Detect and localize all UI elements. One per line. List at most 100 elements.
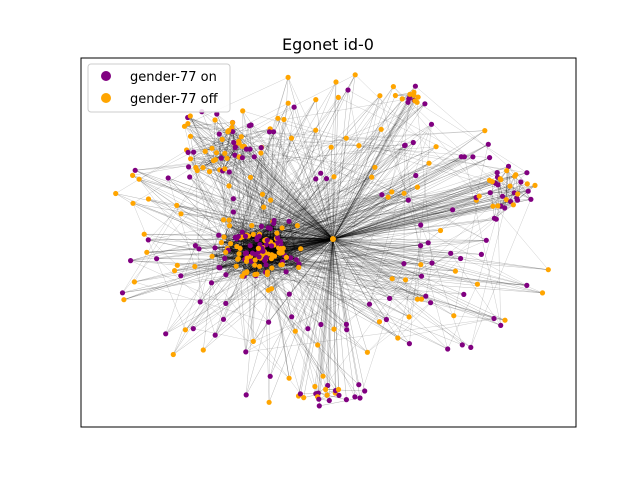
- edge: [332, 183, 528, 240]
- axes-frame: [80, 57, 577, 428]
- edge: [156, 238, 334, 259]
- edge: [267, 167, 376, 255]
- node-gender-77-on: [267, 225, 273, 232]
- edge: [228, 146, 245, 186]
- edge: [194, 227, 269, 267]
- edge: [224, 236, 456, 272]
- edge: [253, 234, 299, 268]
- node-gender-77-on: [220, 316, 227, 322]
- edge: [277, 237, 334, 240]
- edge: [282, 199, 477, 265]
- edge: [251, 129, 382, 262]
- node-gender-77-off: [226, 183, 232, 189]
- edge: [267, 195, 480, 273]
- edge: [332, 238, 506, 321]
- edge: [264, 157, 490, 252]
- edge: [216, 113, 268, 241]
- edge: [332, 98, 403, 240]
- node-gender-77-on: [429, 260, 435, 266]
- edge: [273, 175, 416, 246]
- edge: [134, 252, 247, 283]
- edge: [332, 167, 376, 240]
- node-gender-77-off: [187, 133, 194, 139]
- node-gender-77-off: [178, 211, 184, 217]
- node-gender-77-on: [185, 149, 191, 155]
- edge: [168, 177, 225, 238]
- edge: [261, 147, 274, 224]
- node-gender-77-off: [236, 140, 242, 146]
- node-gender-77-on: [428, 300, 434, 306]
- edge: [332, 238, 433, 264]
- edge: [332, 238, 360, 385]
- node-gender-77-off: [185, 121, 191, 127]
- edge: [226, 142, 234, 159]
- edge: [267, 142, 414, 273]
- edge: [219, 234, 247, 268]
- node-gender-77-off: [497, 176, 503, 182]
- edge: [224, 168, 334, 240]
- edge: [274, 220, 334, 240]
- edge: [246, 199, 409, 236]
- edge: [315, 130, 334, 240]
- edge: [332, 238, 335, 330]
- node-gender-77-off: [275, 115, 281, 121]
- edge: [326, 238, 334, 396]
- edge: [268, 227, 301, 249]
- edge: [223, 219, 334, 240]
- edge: [246, 264, 267, 273]
- node-gender-77-off: [504, 168, 510, 174]
- node-gender-77-off: [145, 196, 152, 202]
- edge: [219, 124, 252, 135]
- edge: [332, 144, 489, 240]
- edge: [148, 186, 418, 241]
- edge: [282, 129, 382, 262]
- edge: [225, 228, 271, 253]
- edge: [250, 177, 334, 240]
- edge: [280, 178, 501, 249]
- edge: [197, 128, 271, 171]
- edge: [190, 115, 243, 237]
- edge: [393, 86, 549, 270]
- edge: [284, 162, 430, 256]
- edge: [234, 154, 334, 240]
- edge: [453, 196, 480, 316]
- node-gender-77-on: [257, 241, 263, 248]
- edge: [200, 95, 381, 303]
- edge: [332, 238, 410, 318]
- edge: [135, 170, 334, 240]
- edge: [332, 102, 409, 240]
- edge: [282, 263, 300, 265]
- edge: [509, 185, 532, 200]
- edge: [236, 265, 266, 273]
- edge: [193, 128, 271, 153]
- node-gender-77-off: [236, 251, 242, 257]
- edge: [332, 98, 410, 240]
- edge: [298, 176, 335, 397]
- edge: [332, 182, 496, 240]
- edge: [146, 252, 251, 257]
- edge: [332, 238, 361, 399]
- edge: [253, 240, 487, 342]
- edge: [297, 225, 326, 390]
- edge: [332, 174, 516, 240]
- edge: [238, 258, 290, 295]
- node-gender-77-on: [275, 235, 281, 241]
- edge: [283, 98, 403, 249]
- edge: [256, 239, 478, 285]
- edge: [218, 198, 234, 268]
- node-gender-77-on: [401, 261, 407, 267]
- node-gender-77-on: [178, 273, 184, 279]
- node-gender-77-off: [206, 168, 213, 175]
- node-gender-77-on: [163, 331, 169, 337]
- node-gender-77-on: [223, 300, 229, 306]
- node-gender-77-off: [144, 249, 150, 255]
- node-gender-77-on: [186, 164, 192, 170]
- edge: [317, 298, 390, 397]
- node-gender-77-off: [418, 262, 424, 268]
- node-gender-77-on: [293, 257, 299, 263]
- edge: [203, 238, 334, 351]
- node-gender-77-on: [528, 196, 534, 202]
- node-gender-77-off: [406, 314, 412, 320]
- edge: [427, 242, 463, 345]
- node-gender-77-on: [283, 269, 289, 275]
